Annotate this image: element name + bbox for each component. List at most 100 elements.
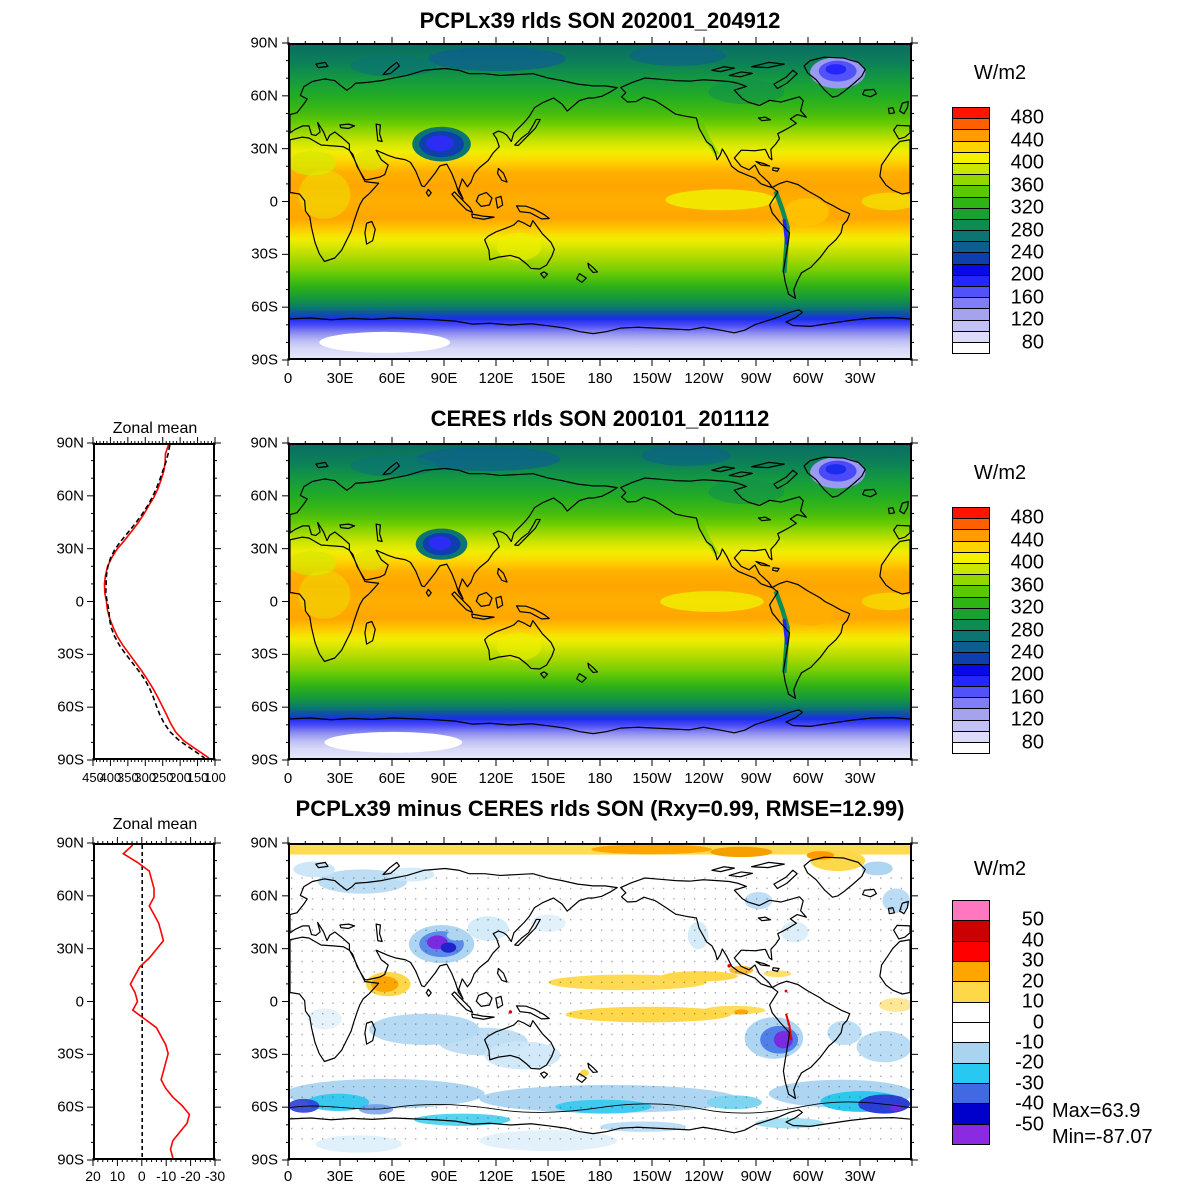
tick-label: 120E bbox=[478, 370, 514, 387]
zonal2-xaxis-labels: 20 10 0 -10 -20 -30 bbox=[85, 1168, 225, 1186]
tick-label: 0 bbox=[269, 193, 278, 210]
tick-label: 60S bbox=[251, 298, 278, 316]
colorbar-tick-label: 240 bbox=[1010, 641, 1044, 664]
colorbar-box bbox=[953, 607, 989, 619]
tick-label: 0 bbox=[75, 993, 84, 1010]
colorbar-tick-label: 30 bbox=[1021, 949, 1044, 972]
colorbar-box bbox=[953, 218, 989, 231]
colorbar-box bbox=[953, 1001, 989, 1022]
series-pcplx39 bbox=[104, 445, 209, 758]
tick-label: 90S bbox=[251, 1151, 278, 1169]
tick-label: 90W bbox=[740, 1168, 772, 1185]
colorbar-box bbox=[953, 686, 989, 698]
colorbar-box bbox=[953, 207, 989, 219]
colorbar-box bbox=[953, 230, 989, 242]
colorbar-box bbox=[953, 981, 989, 1002]
colorbar-box bbox=[953, 719, 989, 731]
colorbar-box bbox=[953, 618, 989, 631]
series-pcplx39-minus-ceres bbox=[123, 845, 189, 1158]
colorbar-tick-label: -50 bbox=[1015, 1113, 1044, 1136]
tick-label: 30W bbox=[844, 370, 876, 387]
colorbar-box bbox=[953, 674, 989, 686]
tick-label: 90S bbox=[57, 1151, 84, 1169]
colorbar-tick-label: 280 bbox=[1010, 619, 1044, 641]
tick-label: 10 bbox=[109, 1168, 126, 1184]
colorbar-tick-label: 360 bbox=[1010, 574, 1044, 597]
tick-strip bbox=[282, 442, 290, 761]
tick-label: 90W bbox=[740, 770, 772, 787]
tick-label: 20 bbox=[85, 1168, 101, 1184]
colorbar-box bbox=[953, 708, 989, 720]
colorbar-box bbox=[953, 960, 989, 982]
panel3-map-yaxis-labels: 90N 60N 30N 0 30S 60S 90S bbox=[230, 835, 282, 1169]
colorbar-box bbox=[953, 319, 989, 331]
tick-strip bbox=[282, 842, 290, 1161]
tick-strip bbox=[213, 842, 221, 1161]
panel1-map bbox=[282, 37, 918, 366]
colorbar-box bbox=[953, 174, 989, 186]
tick-label: 90N bbox=[250, 434, 278, 452]
colorbar-box bbox=[953, 286, 989, 298]
tick-label: 180 bbox=[587, 370, 613, 387]
tick-label: 30E bbox=[326, 1168, 354, 1185]
colorbar-box bbox=[953, 1042, 989, 1063]
colorbar-tick-label: 80 bbox=[1021, 331, 1044, 354]
sixty-south-contour bbox=[290, 1101, 910, 1114]
tick-strip bbox=[287, 758, 913, 766]
tick-label: 150W bbox=[632, 370, 672, 387]
tick-label: 30N bbox=[56, 940, 84, 958]
tick-label: 60N bbox=[250, 87, 278, 105]
colorbar-tick-label: 440 bbox=[1010, 129, 1044, 152]
panel3-map-xaxis-labels: 0 30E 60E 90E 120E 150E 180 150W 120W 90W 60W 30W bbox=[284, 1168, 912, 1186]
panel3-map bbox=[282, 837, 918, 1166]
panel2-map-xaxis-labels: 0 30E 60E 90E 120E 150E 180 150W 120W 90W 60W 30W bbox=[284, 770, 912, 788]
tick-label: 60E bbox=[378, 770, 406, 787]
colorbar-box bbox=[953, 297, 989, 309]
tick-strip bbox=[910, 42, 918, 361]
colorbar-tick-label: 160 bbox=[1010, 686, 1044, 709]
colorbar-tick-label: 400 bbox=[1010, 151, 1044, 174]
tick-label: 60W bbox=[792, 1168, 824, 1185]
tick-label: 180 bbox=[587, 770, 613, 787]
tick-label: 60S bbox=[251, 1098, 278, 1116]
zonal2-yaxis-labels: 90N 60N 30N 0 30S 60S 90S bbox=[40, 835, 88, 1169]
tick-label: -30 bbox=[204, 1168, 226, 1184]
panel3-map-canvas bbox=[290, 845, 910, 1158]
colorbar-labels: 480 440 400 360 320 280 240 200 160 120 80 bbox=[998, 107, 1044, 354]
tick-label: 60N bbox=[56, 487, 84, 505]
tick-label: 90E bbox=[430, 1168, 458, 1185]
colorbar-box bbox=[953, 562, 989, 575]
colorbar-box bbox=[953, 151, 989, 163]
tick-label: 150E bbox=[530, 1168, 566, 1185]
colorbar-tick-label: 0 bbox=[1032, 1011, 1044, 1033]
colorbar-tick-label: 10 bbox=[1021, 990, 1044, 1013]
tick-strip bbox=[92, 758, 216, 766]
colorbar-box bbox=[953, 741, 989, 754]
tick-label: 60S bbox=[251, 698, 278, 716]
tick-strip bbox=[287, 37, 913, 45]
colorbar-boxes bbox=[952, 900, 990, 1145]
panel1-map-canvas bbox=[290, 45, 910, 358]
colorbar-box bbox=[953, 663, 989, 675]
panel1-title: PCPLx39 rlds SON 202001_204912 bbox=[419, 8, 781, 33]
panel2-map-canvas bbox=[290, 445, 910, 758]
tick-strip bbox=[287, 358, 913, 366]
colorbar-tick-label: -20 bbox=[1015, 1051, 1044, 1074]
panel2-map bbox=[282, 437, 918, 766]
colorbar-box bbox=[953, 1103, 989, 1124]
panel3-colorbar-unit: W/m2 bbox=[973, 858, 1027, 880]
colorbar-box bbox=[953, 129, 989, 141]
colorbar-tick-label: 200 bbox=[1010, 263, 1044, 286]
tick-strip bbox=[910, 842, 918, 1161]
tick-label: 120E bbox=[478, 1168, 514, 1185]
tick-label: 90E bbox=[430, 770, 458, 787]
colorbar-box bbox=[953, 1021, 989, 1043]
colorbar-box bbox=[953, 920, 989, 941]
zonal1-xaxis-labels: 450 400 350 300 250 200 150 100 bbox=[82, 770, 226, 788]
colorbar-box bbox=[953, 940, 989, 961]
colorbar-tick-label: 400 bbox=[1010, 551, 1044, 574]
panel3-stats: Max=63.9 Min=-87.07 bbox=[1052, 1098, 1153, 1150]
tick-label: 60E bbox=[378, 1168, 406, 1185]
tick-label: 0 bbox=[269, 993, 278, 1010]
